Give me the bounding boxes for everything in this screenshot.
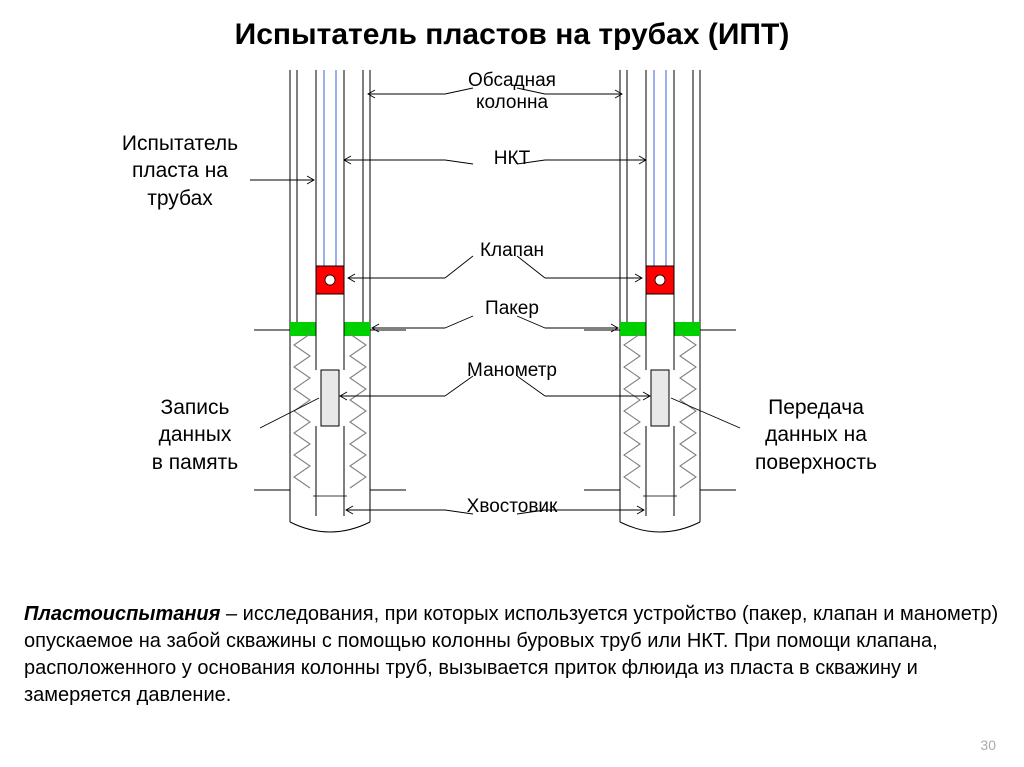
wellbore-diagram bbox=[200, 70, 824, 550]
page-number: 30 bbox=[980, 737, 996, 753]
page-title: Испытатель пластов на трубах (ИПТ) bbox=[0, 18, 1024, 52]
description-term: Пластоиспытания bbox=[24, 603, 220, 625]
description-paragraph: Пластоиспытания – исследования, при кото… bbox=[24, 601, 1000, 709]
